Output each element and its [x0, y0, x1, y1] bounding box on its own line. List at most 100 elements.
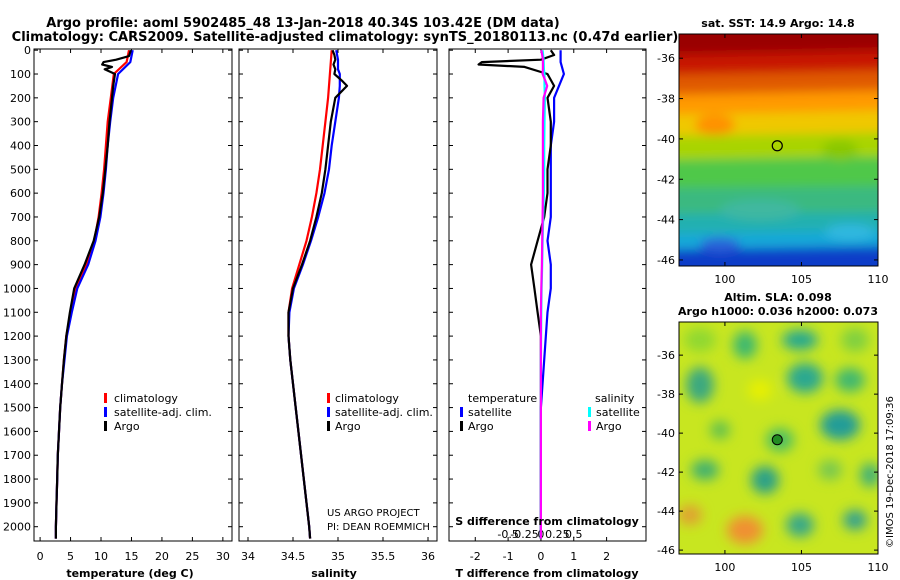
sla-map: Altim. SLA: 0.098 Argo h1000: 0.036 h200…: [657, 291, 888, 574]
series-line-satellite-adj-clim-: [54, 49, 134, 539]
salinity-xtick-label: 36: [421, 550, 435, 563]
salinity-xtick-label: 35.5: [371, 550, 396, 563]
depth-tick-label: 1900: [3, 497, 31, 510]
depth-tick-label: 1200: [3, 330, 31, 343]
legend-swatch-satellite: [327, 407, 330, 417]
depth-tick-label: 1600: [3, 425, 31, 438]
temperature-xtick-label: 15: [124, 550, 138, 563]
depth-tick-label: 1300: [3, 354, 31, 367]
sst-map-lat-label: -42: [657, 173, 675, 186]
s-difference-tick-label: 0.25: [545, 528, 570, 541]
difference-xtick-label: -2: [470, 550, 481, 563]
series-line-argo: [54, 49, 132, 539]
sla-map-lon-label: 100: [714, 561, 735, 574]
difference-legend: temperature satellite Argo salinity sate…: [460, 392, 640, 433]
sla-map-frame: [678, 321, 879, 555]
sla-map-lat-label: -36: [657, 349, 675, 362]
depth-tick-label: 400: [10, 139, 31, 152]
sst-map-lat-label: -36: [657, 52, 675, 65]
s-difference-tick-label: -0.5: [497, 528, 518, 541]
timestamp-watermark: ©IMOS 19-Dec-2018 17:09:36: [885, 396, 896, 548]
sla-map-lat-label: -44: [657, 505, 675, 518]
temperature-xtick-label: 5: [67, 550, 74, 563]
sla-map-title: Altim. SLA: 0.098: [724, 291, 831, 304]
depth-tick-label: 200: [10, 92, 31, 105]
s-difference-xlabel: S difference from climatology: [455, 515, 639, 528]
figure-title-line2: Climatology: CARS2009. Satellite-adjuste…: [12, 30, 679, 45]
difference-xtick-label: 2: [603, 550, 610, 563]
figure-title-line1: Argo profile: aoml 5902485_48 13-Jan-201…: [46, 16, 559, 31]
series-line-satellite-adj-clim-: [287, 49, 341, 539]
sla-map-lat-label: -38: [657, 388, 675, 401]
salinity-xlabel: salinity: [311, 567, 357, 580]
depth-tick-label: 1000: [3, 282, 31, 295]
legend-label-climatology: climatology: [114, 392, 178, 405]
depth-tick-label: 2000: [3, 521, 31, 534]
depth-tick-label: 500: [10, 163, 31, 176]
sst-map-title: sat. SST: 14.9 Argo: 14.8: [701, 17, 854, 30]
depth-tick-label: 1700: [3, 449, 31, 462]
sst-map-lat-label: -44: [657, 214, 675, 227]
legend-label-climatology: climatology: [335, 392, 399, 405]
legend-title-salinity: salinity: [595, 392, 635, 405]
salinity-plot-frame: [238, 48, 438, 542]
legend-swatch-t-satellite: [460, 407, 463, 417]
sst-map-lon-label: 105: [791, 273, 812, 286]
salinity-xtick-label: 34: [241, 550, 255, 563]
salinity-xtick-label: 35: [331, 550, 345, 563]
sla-map-lat-label: -40: [657, 427, 675, 440]
legend-swatch-satellite: [104, 407, 107, 417]
credit-line1: US ARGO PROJECT: [327, 508, 421, 519]
salinity-xtick-label: 34.5: [281, 550, 306, 563]
difference-xtick-label: -1: [503, 550, 514, 563]
difference-xtick-label: 1: [570, 550, 577, 563]
sst-map-lon-label: 110: [868, 273, 889, 286]
temperature-plot-frame: [33, 48, 233, 542]
sst-map-lon-label: 100: [714, 273, 735, 286]
legend-swatch-climatology: [104, 393, 107, 403]
difference-xtick-label: 0: [537, 550, 544, 563]
sst-map-lat-label: -40: [657, 133, 675, 146]
temperature-xlabel: temperature (deg C): [66, 567, 193, 580]
t-difference-xlabel: T difference from climatology: [455, 567, 638, 580]
legend-label-t-argo: Argo: [468, 420, 494, 433]
depth-tick-label: 700: [10, 211, 31, 224]
series-line-climatology: [287, 50, 333, 539]
legend-label-satellite: satellite-adj. clim.: [335, 406, 433, 419]
difference-plot-frame: [448, 48, 647, 542]
legend-swatch-t-argo: [460, 421, 463, 431]
sla-map-lon-label: 110: [868, 561, 889, 574]
depth-tick-label: 900: [10, 259, 31, 272]
legend-label-s-argo: Argo: [596, 420, 622, 433]
credit-line2: PI: DEAN ROEMMICH: [327, 522, 430, 533]
series-line-climatology: [54, 49, 131, 539]
legend-swatch-argo: [327, 421, 330, 431]
s-difference-tick-label: -0.25: [510, 528, 538, 541]
depth-tick-label: 300: [10, 116, 31, 129]
sla-map-lat-label: -46: [657, 544, 675, 557]
sst-map-lat-label: -46: [657, 254, 675, 267]
series-line-s-argo: [539, 49, 549, 539]
legend-swatch-climatology: [327, 393, 330, 403]
salinity-panel: 34 34.5 35 35.5 36 salinity climatology sate…: [238, 48, 438, 580]
sst-argo-marker: [771, 140, 783, 152]
temperature-xtick-label: 20: [155, 550, 169, 563]
temperature-legend: climatology satellite-adj. clim. Argo: [104, 392, 212, 433]
depth-tick-label: 1100: [3, 306, 31, 319]
series-line-argo: [287, 49, 349, 539]
sla-argo-marker: [771, 434, 783, 446]
salinity-legend: climatology satellite-adj. clim. Argo: [327, 392, 433, 433]
temperature-xtick-label: 0: [37, 550, 44, 563]
legend-swatch-s-satellite: [588, 407, 591, 417]
legend-label-satellite: satellite-adj. clim.: [114, 406, 212, 419]
depth-tick-label: 100: [10, 68, 31, 81]
legend-label-argo: Argo: [335, 420, 361, 433]
sst-map-lat-label: -38: [657, 93, 675, 106]
legend-swatch-argo: [104, 421, 107, 431]
legend-title-temperature: temperature: [468, 392, 537, 405]
depth-tick-label: 1500: [3, 402, 31, 415]
legend-label-s-satellite: satellite: [596, 406, 640, 419]
depth-tick-label: 600: [10, 187, 31, 200]
legend-label-argo: Argo: [114, 420, 140, 433]
sst-map: sat. SST: 14.9 Argo: 14.8: [657, 17, 889, 286]
